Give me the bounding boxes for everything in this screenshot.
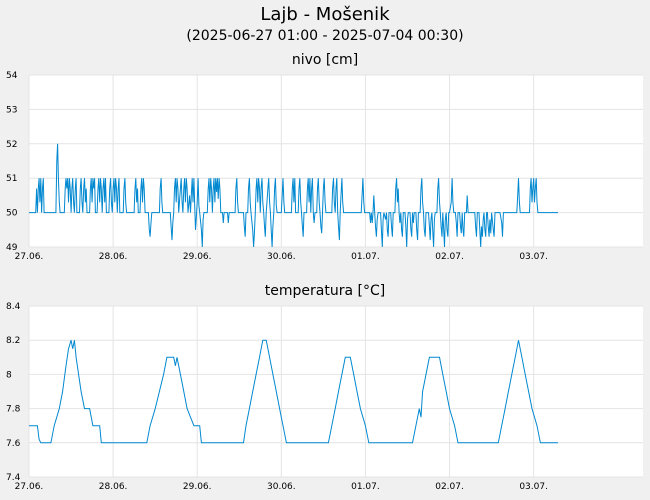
x-tick-label-temperatura: 30.06. <box>267 482 296 492</box>
y-tick-label-temperatura: 8.2 <box>6 336 20 346</box>
y-tick-label-temperatura: 7.4 <box>6 473 21 483</box>
x-tick-label-nivo: 30.06. <box>267 252 296 262</box>
panel-temperatura: temperatura [°C] 7.4 7.6 7.8 8 8.2 8.4 27.06. 2… <box>6 283 643 492</box>
y-tick-label-nivo: 54 <box>6 71 18 81</box>
x-tick-label-nivo: 27.06. <box>15 252 44 262</box>
plot-area-nivo <box>29 75 643 247</box>
y-tick-label-nivo: 52 <box>6 140 17 150</box>
y-tick-label-nivo: 53 <box>6 105 17 115</box>
x-tick-label-nivo: 01.07. <box>351 252 380 262</box>
y-tick-label-nivo: 51 <box>6 174 17 184</box>
panel-title-nivo: nivo [cm] <box>292 52 358 68</box>
y-tick-label-nivo: 50 <box>6 209 18 219</box>
panel-title-temperatura: temperatura [°C] <box>265 283 385 299</box>
series-line-temperatura <box>29 339 558 444</box>
page-title: Lajb - Mošenik <box>260 4 390 25</box>
panel-nivo: nivo [cm] 49 50 51 52 53 54 27.06. 28.06. 29.06.… <box>6 52 643 262</box>
y-tick-label-temperatura: 8.4 <box>6 302 21 312</box>
y-tick-label-temperatura: 8 <box>6 370 12 380</box>
x-tick-label-nivo: 29.06. <box>183 252 212 262</box>
x-tick-label-nivo: 28.06. <box>99 252 128 262</box>
x-tick-label-temperatura: 01.07. <box>351 482 380 492</box>
y-tick-label-temperatura: 7.8 <box>6 405 21 415</box>
x-tick-label-nivo: 03.07. <box>519 252 548 262</box>
x-tick-label-temperatura: 27.06. <box>15 482 44 492</box>
x-tick-label-temperatura: 02.07. <box>435 482 464 492</box>
series-line-nivo <box>29 143 558 248</box>
x-tick-label-temperatura: 29.06. <box>183 482 212 492</box>
y-tick-label-temperatura: 7.6 <box>6 439 21 449</box>
y-tick-label-nivo: 49 <box>6 243 18 253</box>
plot-area-temperatura <box>29 306 643 477</box>
x-tick-label-temperatura: 28.06. <box>99 482 128 492</box>
x-tick-label-nivo: 02.07. <box>435 252 464 262</box>
x-tick-label-temperatura: 03.07. <box>519 482 548 492</box>
page-subtitle: (2025-06-27 01:00 - 2025-07-04 00:30) <box>186 28 463 44</box>
